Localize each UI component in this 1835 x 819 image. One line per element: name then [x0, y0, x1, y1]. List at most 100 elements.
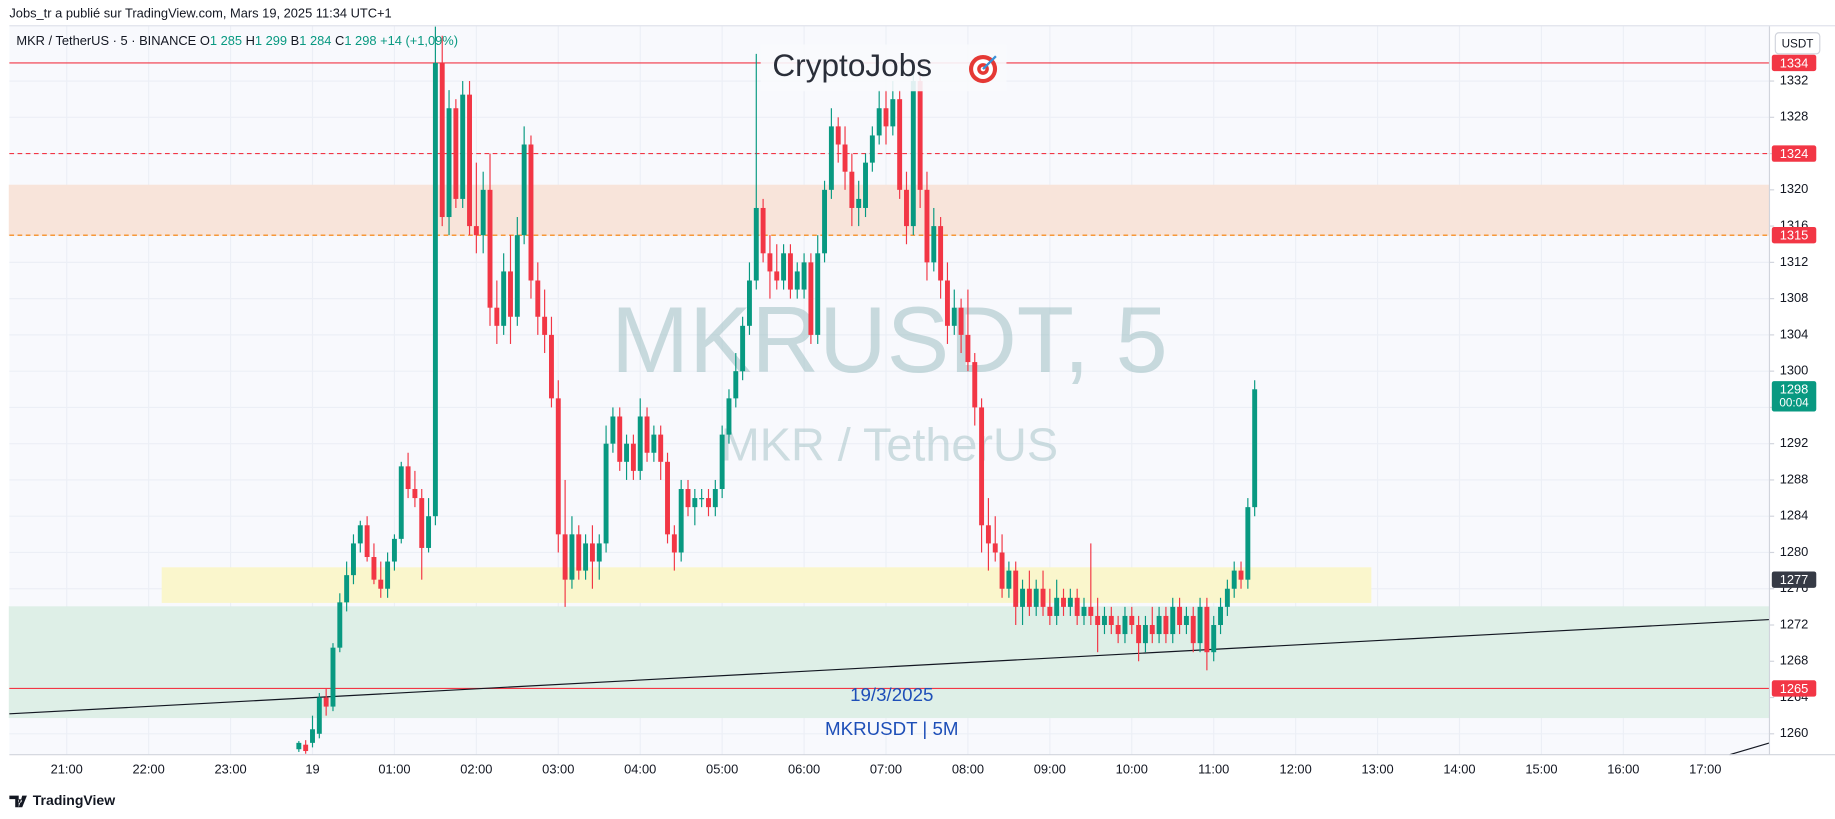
candle-body — [1081, 606, 1087, 616]
level-tag — [1771, 680, 1817, 697]
candle-body — [487, 189, 493, 308]
candle-body — [1108, 615, 1114, 626]
y-tick-label: 1268 — [1780, 653, 1809, 668]
y-tick-label: 1328 — [1780, 109, 1809, 124]
candle-body — [904, 189, 909, 227]
candle-body — [589, 543, 595, 562]
x-tick-label: 12:00 — [1280, 761, 1312, 776]
candle-body — [412, 489, 418, 499]
note-layer: CryptoJobs 19/3/2025 MKRUSDT | 5M MKR / Tet… — [16, 34, 1007, 739]
candle-body — [1061, 597, 1066, 607]
candle-body — [938, 226, 944, 281]
candle-body — [944, 280, 950, 326]
y-tick-label: 1300 — [1780, 363, 1809, 378]
candle-body — [508, 271, 513, 317]
y-tick-label: 1312 — [1780, 254, 1809, 269]
candle-body — [863, 162, 868, 208]
candle-body — [569, 534, 575, 580]
change: +14 (+1,09%) — [380, 34, 458, 49]
candle-body — [453, 108, 459, 199]
ohlc-key: O — [200, 34, 210, 49]
candle-body — [344, 575, 350, 603]
candle-body — [1183, 615, 1189, 626]
y-tick-label: 1320 — [1780, 181, 1809, 196]
candle-body — [1020, 588, 1026, 607]
candle-body — [699, 498, 705, 500]
candle-body — [473, 226, 479, 236]
candle-body — [958, 307, 964, 335]
watermark-layer: MKRUSDT, 5 MKR / TetherUS — [611, 287, 1168, 470]
y-tick-label: 1288 — [1780, 471, 1809, 486]
candle-body — [1156, 615, 1162, 635]
candle-body — [753, 207, 759, 281]
candle-body — [835, 126, 841, 145]
candle-body — [951, 307, 957, 326]
candle-body — [296, 742, 302, 750]
ohlc-value: 1 285 — [210, 34, 242, 49]
x-tick-label: 10:00 — [1116, 761, 1148, 776]
chart-note: MKRUSDT | 5M — [825, 718, 959, 739]
watermark: MKRUSDT, 5 — [611, 287, 1168, 392]
zone — [161, 567, 1372, 603]
zone — [8, 606, 1771, 719]
candle-body — [897, 99, 903, 190]
candle-body — [828, 126, 834, 190]
candle-body — [1204, 606, 1210, 653]
candle-body — [310, 729, 315, 743]
candle-body — [808, 262, 814, 335]
candle-layer — [296, 26, 1258, 754]
countdown-label: 00:04 — [1779, 396, 1809, 409]
candle-body — [1163, 615, 1169, 635]
candle-body — [1190, 615, 1196, 644]
candle-body — [706, 498, 711, 508]
candle-body — [1129, 615, 1135, 626]
x-tick-label: 02:00 — [460, 761, 492, 776]
candle-body — [1102, 615, 1107, 626]
zone — [8, 184, 1771, 236]
candle-body — [992, 543, 998, 553]
y-tick-label: 1280 — [1780, 544, 1809, 559]
candle-body — [535, 280, 541, 317]
ohlc-key: H — [246, 34, 255, 49]
candle-body — [692, 498, 698, 508]
candle-body — [665, 461, 670, 535]
candle-body — [876, 108, 882, 136]
y-tick-label: 1292 — [1780, 435, 1809, 450]
candle-body — [603, 443, 609, 544]
candle-body — [917, 81, 923, 190]
candle-body — [610, 416, 616, 444]
x-tick-label: 03:00 — [542, 761, 574, 776]
candle-body — [965, 334, 971, 363]
candle-body — [644, 416, 650, 453]
candle-body — [405, 466, 411, 490]
candle-body — [494, 307, 500, 326]
candle-body — [1067, 597, 1073, 607]
candle-body — [371, 557, 377, 580]
candle-body — [542, 316, 548, 335]
ohlc-value: 1 298 — [344, 34, 376, 49]
candle-body — [555, 398, 561, 535]
candle-body — [1231, 570, 1237, 589]
candle-body — [337, 602, 343, 648]
candle-body — [767, 253, 773, 272]
x-tick-label: 04:00 — [624, 761, 656, 776]
x-tick-label: 11:00 — [1198, 761, 1229, 776]
x-tick-label: 17:00 — [1689, 761, 1721, 776]
candle-body — [1245, 507, 1251, 580]
candle-body — [596, 543, 602, 562]
candle-body — [1047, 606, 1053, 616]
trendline — [9, 618, 1770, 715]
brand-note-box — [760, 44, 1007, 92]
candle-body — [924, 189, 930, 263]
candle-body — [999, 552, 1005, 589]
candle-body — [658, 434, 664, 462]
x-tick-label: 13:00 — [1361, 761, 1393, 776]
candle-body — [740, 325, 746, 372]
level-tag-label: 1315 — [1780, 228, 1809, 243]
candle-body — [323, 697, 329, 707]
y-tick-label: 1284 — [1780, 508, 1809, 523]
level-tag — [1771, 54, 1817, 72]
marker-tag — [1771, 571, 1817, 588]
